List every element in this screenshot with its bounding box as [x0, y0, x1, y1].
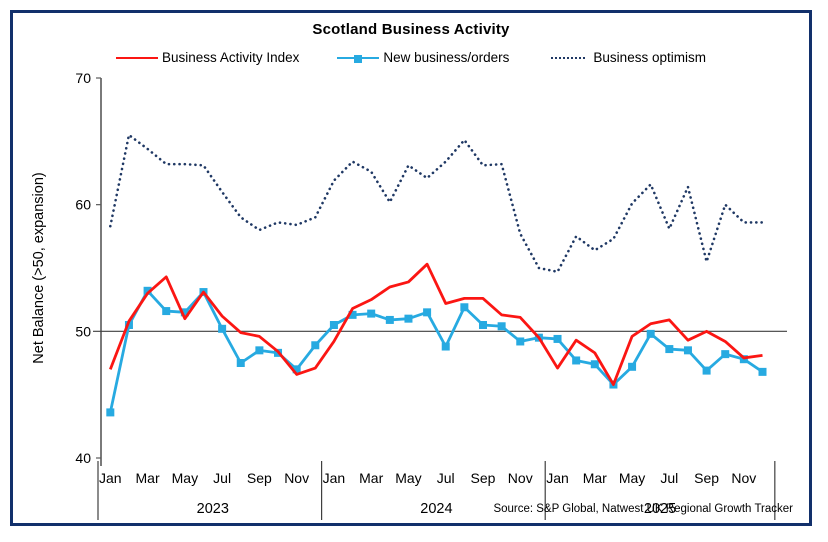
legend-key-solid-line-icon — [116, 52, 159, 64]
series-marker[interactable] — [646, 329, 655, 338]
legend-item-business-optimism[interactable]: Business optimism — [547, 50, 706, 65]
series-marker[interactable] — [423, 308, 432, 317]
legend-key-dotted-line-icon — [547, 52, 589, 64]
chart-legend: Business Activity Index New business/ord… — [13, 50, 809, 65]
y-axis-title[interactable]: Net Balance (>50, expansion) — [31, 172, 47, 363]
series-marker[interactable] — [478, 321, 487, 329]
series-marker[interactable] — [292, 365, 301, 374]
series-line-business-activity-index[interactable] — [109, 262, 763, 386]
y-axis-tick-label[interactable]: 60 — [75, 197, 91, 213]
series-marker[interactable] — [516, 337, 525, 346]
series-marker[interactable] — [162, 307, 171, 316]
series-marker[interactable] — [497, 322, 506, 331]
series-marker[interactable] — [572, 356, 581, 365]
series-marker[interactable] — [553, 334, 562, 343]
x-axis-tick-label[interactable]: Sep — [694, 470, 719, 486]
x-axis-tick-label[interactable]: May — [395, 470, 421, 486]
x-axis-tick-label[interactable]: Mar — [583, 470, 607, 486]
x-axis-tick-label[interactable]: Nov — [731, 470, 756, 486]
y-axis-tick-label[interactable]: 50 — [75, 323, 91, 339]
series-marker[interactable] — [404, 314, 413, 323]
series-marker[interactable] — [385, 315, 394, 324]
x-axis-tick-label[interactable]: Mar — [136, 470, 160, 486]
series-marker[interactable] — [143, 286, 152, 295]
x-axis-tick-label[interactable]: Jan — [99, 470, 122, 486]
series-marker[interactable] — [702, 366, 711, 375]
series-marker[interactable] — [758, 367, 767, 376]
x-axis-tick-label[interactable]: Nov — [284, 470, 309, 486]
series-marker[interactable] — [311, 341, 320, 350]
legend-label-new-business: New business/orders — [383, 50, 510, 65]
series-marker[interactable] — [348, 310, 357, 319]
legend-label-business-activity: Business Activity Index — [162, 50, 300, 65]
y-axis-tick-label[interactable]: 40 — [75, 450, 91, 466]
x-axis-tick-label[interactable]: Jul — [437, 470, 455, 486]
x-axis-tick-label[interactable]: Jan — [323, 470, 346, 486]
x-axis-tick-label[interactable]: Jul — [660, 470, 678, 486]
chart-frame: Scotland Business Activity Business Acti… — [10, 10, 812, 526]
y-axis-tick-label[interactable]: 70 — [75, 70, 91, 86]
series-line-business-optimism[interactable] — [109, 133, 764, 274]
series-marker[interactable] — [683, 346, 692, 355]
series-line-new-business-orders[interactable] — [108, 289, 764, 413]
series-marker[interactable] — [218, 324, 227, 333]
line-chart-plot: 40 50 60 70 Net Balance (>50, expansion) Jan M… — [31, 70, 787, 520]
page-title: Scotland Business Activity — [312, 21, 510, 38]
series-marker[interactable] — [665, 345, 674, 354]
series-marker[interactable] — [721, 350, 730, 359]
x-axis-tick-label[interactable]: Jan — [546, 470, 569, 486]
year-group-label[interactable]: 2024 — [420, 501, 452, 517]
series-marker[interactable] — [255, 346, 264, 355]
series-marker[interactable] — [180, 308, 189, 317]
x-axis-tick-label[interactable]: Jul — [213, 470, 231, 486]
series-marker[interactable] — [236, 359, 245, 367]
x-axis-tick-label[interactable]: Mar — [359, 470, 383, 486]
x-axis-tick-label[interactable]: May — [619, 470, 645, 486]
x-axis-tick-label[interactable]: Sep — [471, 470, 496, 486]
legend-key-marker-line-icon — [337, 52, 380, 64]
x-axis-tick-label[interactable]: Nov — [508, 470, 533, 486]
series-marker[interactable] — [441, 342, 450, 351]
x-axis-tick-label[interactable]: May — [172, 470, 198, 486]
series-marker[interactable] — [106, 408, 115, 417]
year-group-label[interactable]: 2025 — [644, 501, 676, 517]
legend-label-business-optimism: Business optimism — [593, 50, 706, 65]
x-axis-tick-label[interactable]: Sep — [247, 470, 272, 486]
series-marker[interactable] — [460, 303, 469, 312]
legend-item-business-activity[interactable]: Business Activity Index — [116, 50, 299, 65]
series-marker[interactable] — [367, 309, 376, 318]
series-marker[interactable] — [329, 321, 338, 329]
series-marker[interactable] — [590, 360, 599, 369]
year-group-label[interactable]: 2023 — [197, 501, 229, 517]
series-marker[interactable] — [628, 362, 637, 371]
source-note: Source: S&P Global, Natwest UK Regional … — [493, 503, 793, 515]
legend-item-new-business[interactable]: New business/orders — [337, 50, 509, 65]
